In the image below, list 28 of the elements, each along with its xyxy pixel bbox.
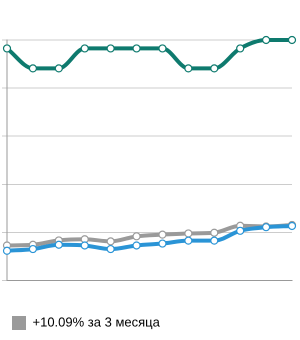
point — [210, 228, 218, 237]
point — [54, 64, 63, 72]
legend-label: +10.09% за 3 месяца — [32, 314, 161, 330]
point — [132, 232, 141, 240]
point — [80, 44, 89, 53]
point — [288, 36, 296, 44]
point — [2, 246, 12, 255]
point — [80, 241, 89, 250]
point — [28, 64, 38, 72]
point — [184, 236, 192, 245]
point — [106, 237, 115, 246]
point — [54, 240, 63, 249]
point — [210, 64, 218, 72]
point — [158, 230, 167, 239]
point — [184, 229, 192, 238]
point — [236, 226, 244, 235]
point — [132, 241, 141, 250]
point — [158, 44, 167, 53]
point — [28, 244, 38, 254]
point — [106, 44, 115, 53]
point — [262, 36, 270, 44]
point — [184, 64, 192, 72]
point — [158, 239, 167, 248]
point — [2, 44, 12, 53]
point — [106, 244, 115, 254]
point — [236, 44, 244, 53]
point — [132, 44, 141, 53]
point — [210, 236, 218, 245]
